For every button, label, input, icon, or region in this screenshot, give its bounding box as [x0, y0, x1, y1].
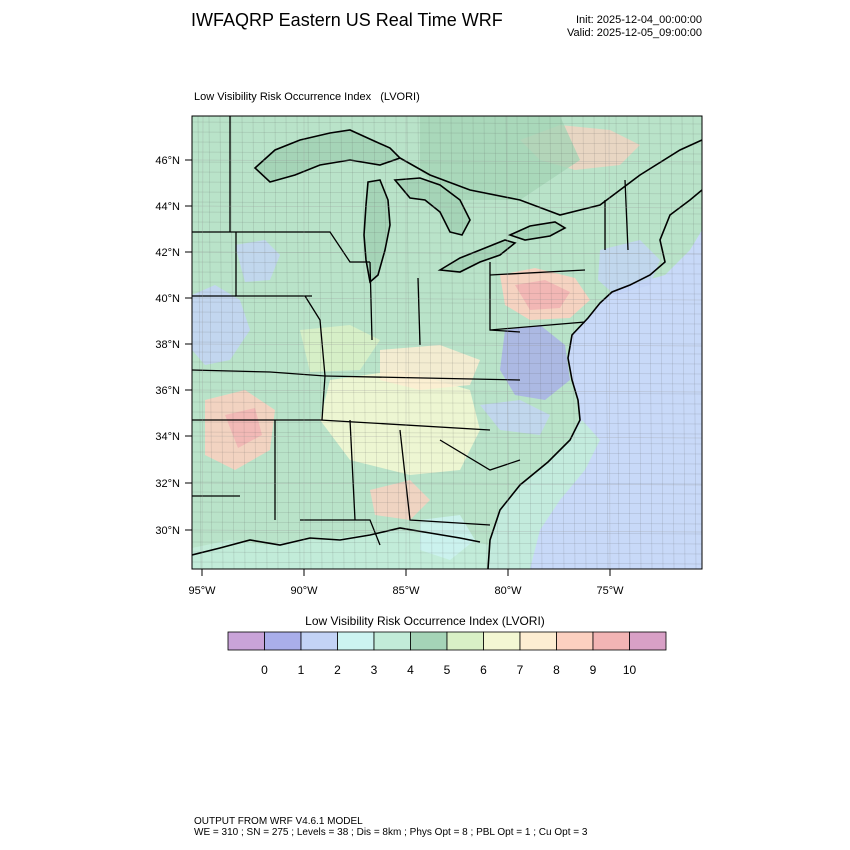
risk-patch-red-pa — [515, 280, 570, 310]
plot-title: Low Visibility Risk Occurrence Index (LV… — [194, 91, 420, 103]
legend-swatch — [300, 631, 338, 651]
lake-ontario — [510, 222, 565, 240]
legend-label: 2 — [334, 663, 341, 677]
legend-label: 3 — [371, 663, 378, 677]
gulf-of-mexico — [192, 530, 488, 569]
risk-patch-lightblue-fl — [420, 515, 475, 560]
lake-michigan — [364, 180, 390, 282]
lon-label-75w: 75°W — [596, 585, 624, 597]
legend-label: 0 — [261, 663, 268, 677]
valid-time: Valid: 2025-12-05_09:00:00 — [567, 27, 702, 39]
map-area — [192, 116, 702, 569]
legend-swatch — [592, 631, 630, 651]
lat-axis: 46°N 44°N 42°N 40°N 38°N 36°N 34°N 32°N … — [155, 155, 192, 537]
lat-label-30n: 30°N — [155, 525, 180, 537]
legend-swatch — [446, 631, 484, 651]
legend-label: 6 — [480, 663, 487, 677]
lat-label-32n: 32°N — [155, 478, 180, 490]
main-title: IWFAQRP Eastern US Real Time WRF — [191, 10, 503, 30]
init-time: Init: 2025-12-04_00:00:00 — [576, 14, 702, 26]
risk-patch-yellow-south — [320, 370, 480, 475]
risk-patch-blue-nc — [480, 400, 550, 435]
legend-swatch — [556, 631, 594, 651]
footer-line-2: WE = 310 ; SN = 275 ; Levels = 38 ; Dis … — [194, 827, 588, 838]
lat-label-42n: 42°N — [155, 247, 180, 259]
legend-label: 10 — [623, 663, 637, 677]
legend-labels: 0 1 2 3 4 5 6 7 8 9 10 — [261, 663, 636, 677]
legend-swatch — [373, 631, 411, 651]
lon-label-80w: 80°W — [494, 585, 522, 597]
lat-label-46n: 46°N — [155, 155, 180, 167]
legend-label: 4 — [407, 663, 414, 677]
footer-line-1: OUTPUT FROM WRF V4.6.1 MODEL — [194, 816, 363, 827]
risk-patch-lightgreen-tn — [300, 325, 380, 372]
legend-swatch — [264, 631, 302, 651]
legend-swatch — [519, 631, 557, 651]
risk-patch-blue-west — [192, 285, 250, 365]
lat-label-44n: 44°N — [155, 201, 180, 213]
legend-label: 8 — [553, 663, 560, 677]
legend-swatch — [227, 631, 265, 651]
legend-title: Low Visibility Risk Occurrence Index (LV… — [305, 614, 545, 628]
lon-axis: 95°W 90°W 85°W 80°W 75°W — [188, 569, 624, 597]
legend-label: 9 — [590, 663, 597, 677]
lake-huron — [395, 178, 470, 235]
lat-label-36n: 36°N — [155, 385, 180, 397]
legend-swatch — [483, 631, 521, 651]
graticule — [192, 116, 702, 569]
legend-colorbar — [227, 631, 667, 651]
risk-patch-pink-gulf — [370, 480, 430, 520]
legend-swatch — [337, 631, 375, 651]
risk-patch-blue-virginia — [500, 325, 570, 400]
legend-swatch — [629, 631, 667, 651]
state-borders — [192, 116, 629, 546]
legend-swatch — [410, 631, 448, 651]
time-info: Init: 2025-12-04_00:00:00 Valid: 2025-12… — [567, 14, 702, 40]
risk-patch-darkgreen-canada — [420, 116, 580, 200]
lat-label-38n: 38°N — [155, 339, 180, 351]
lake-superior — [255, 130, 400, 182]
risk-patch-red-ok — [225, 408, 262, 448]
ocean-nearshore — [488, 420, 600, 569]
legend-label: 7 — [517, 663, 524, 677]
risk-patch-blue-iowa — [235, 240, 280, 282]
coastlines — [192, 129, 702, 569]
lon-label-95w: 95°W — [188, 585, 216, 597]
lat-label-40n: 40°N — [155, 293, 180, 305]
map-frame — [191, 115, 703, 570]
legend-label: 1 — [298, 663, 305, 677]
lon-label-90w: 90°W — [290, 585, 318, 597]
model-footer: OUTPUT FROM WRF V4.6.1 MODEL WE = 310 ; … — [194, 816, 587, 838]
lake-erie — [440, 240, 515, 272]
lat-label-34n: 34°N — [155, 431, 180, 443]
legend-label: 5 — [444, 663, 451, 677]
lon-label-85w: 85°W — [392, 585, 420, 597]
